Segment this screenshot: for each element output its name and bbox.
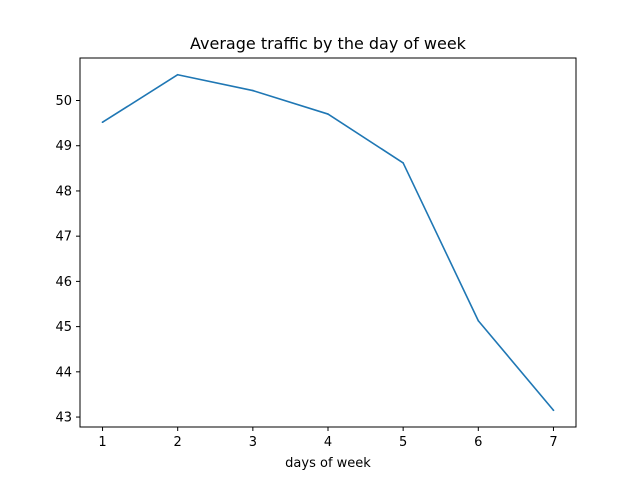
x-axis-label: days of week xyxy=(285,456,371,471)
x-tick-label: 3 xyxy=(249,435,257,450)
x-tick-label: 6 xyxy=(474,435,482,450)
data-point xyxy=(252,89,254,92)
y-tick-label: 46 xyxy=(55,275,72,290)
x-tick-label: 7 xyxy=(549,435,557,450)
data-point xyxy=(477,319,480,322)
x-tick-label: 1 xyxy=(98,435,106,450)
x-axis: 1 2 3 4 5 6 7 xyxy=(98,427,558,450)
x-tick-label: 2 xyxy=(174,435,182,450)
data-point xyxy=(327,113,329,115)
data-point xyxy=(101,121,104,124)
y-tick-label: 48 xyxy=(55,184,72,199)
y-axis: 43 44 45 46 47 48 49 50 xyxy=(55,94,80,426)
data-point xyxy=(402,162,404,164)
x-tick-label: 5 xyxy=(399,435,407,450)
y-tick-label: 50 xyxy=(55,94,72,109)
y-tick-label: 49 xyxy=(55,139,72,154)
y-tick-label: 47 xyxy=(55,230,72,245)
data-point xyxy=(176,73,179,76)
series-line xyxy=(101,73,555,412)
series-layer xyxy=(101,73,555,412)
data-point xyxy=(552,409,555,412)
x-tick-label: 4 xyxy=(324,435,332,450)
chart-title: Average traffic by the day of week xyxy=(190,34,467,53)
y-tick-label: 45 xyxy=(55,320,72,335)
y-tick-label: 44 xyxy=(55,365,72,380)
y-tick-label: 43 xyxy=(55,411,72,426)
